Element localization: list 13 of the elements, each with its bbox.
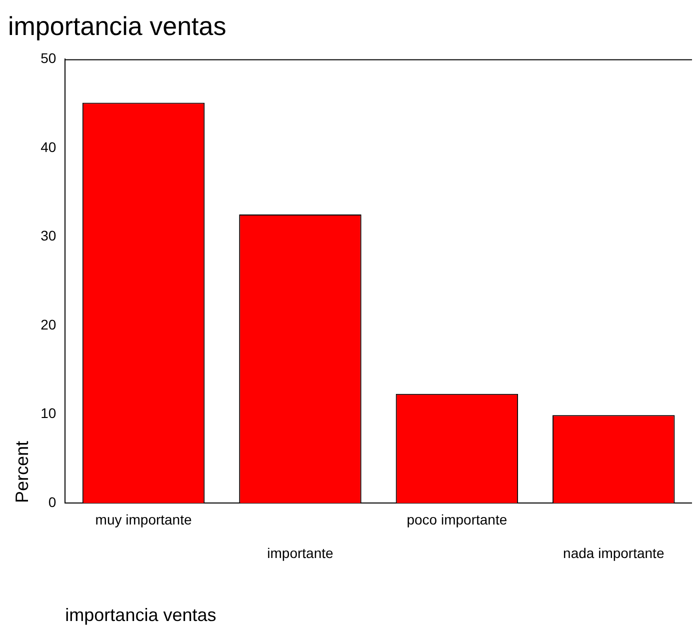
y-tick-label: 10 — [40, 405, 56, 422]
y-tick-label: 40 — [40, 138, 56, 155]
x-tick-label: nada importante — [563, 544, 664, 561]
y-tick-label: 50 — [40, 50, 56, 66]
x-axis-title: importancia ventas — [65, 605, 216, 626]
y-tick-label: 0 — [48, 494, 56, 510]
y-tick-label: 30 — [40, 228, 56, 244]
y-axis-title: Percent — [12, 440, 32, 503]
chart-title: importancia ventas — [8, 10, 226, 41]
x-tick-label: poco importante — [406, 511, 508, 528]
y-tick-label: 20 — [40, 316, 56, 332]
x-tick-label: importante — [267, 544, 334, 561]
x-tick-label: muy importante — [95, 511, 192, 528]
